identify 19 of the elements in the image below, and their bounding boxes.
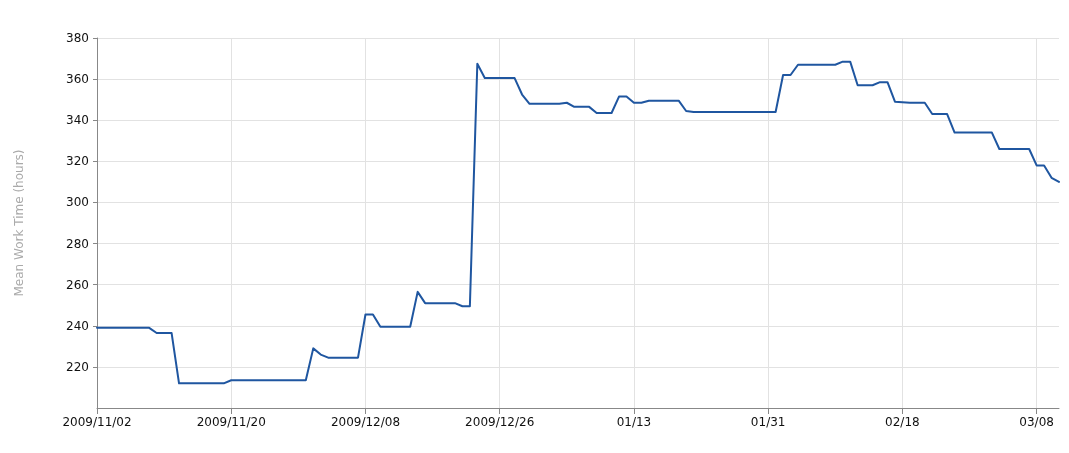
x-tick-label: 03/08 [1019,415,1054,429]
y-axis-title: Mean Work Time (hours) [12,149,26,297]
line-series [96,60,1060,385]
y-tick-label: 300 [66,195,89,210]
x-tick-label: 2009/11/02 [62,415,132,429]
x-tick-label: 01/31 [750,415,786,429]
y-tick-label: 380 [66,31,89,45]
x-tick-label: 2009/11/20 [196,415,266,429]
y-tick-label: 220 [66,359,89,374]
x-tick-label: 02/18 [885,415,920,429]
y-tick-label: 280 [66,236,89,251]
y-tick-label: 340 [66,113,89,128]
y-tick-label: 260 [66,277,89,292]
x-tick-label: 2009/12/08 [330,415,401,429]
y-tick-label: 240 [66,318,89,333]
y-tick-label: 320 [66,154,89,169]
y-tick-label: 360 [66,72,89,87]
x-tick-label: 2009/12/26 [465,415,535,429]
x-tick-label: 01/13 [616,415,652,429]
